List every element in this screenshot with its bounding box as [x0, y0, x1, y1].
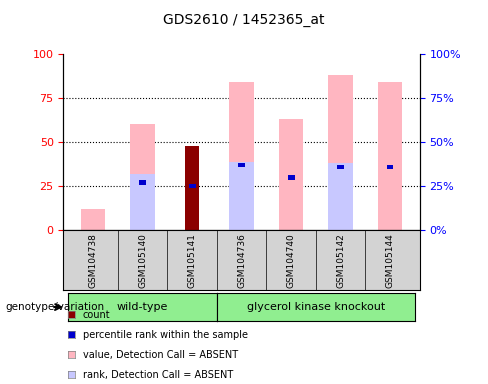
Text: GSM104736: GSM104736	[237, 233, 246, 288]
Text: value, Detection Call = ABSENT: value, Detection Call = ABSENT	[82, 350, 238, 360]
Text: GSM104738: GSM104738	[89, 233, 98, 288]
Text: GSM105144: GSM105144	[386, 233, 394, 288]
Bar	[378, 82, 403, 230]
Text: GSM105141: GSM105141	[187, 233, 197, 288]
Bar	[139, 180, 146, 185]
Text: genotype/variation: genotype/variation	[5, 302, 104, 312]
Bar	[189, 184, 196, 189]
Bar	[130, 124, 155, 230]
Bar	[328, 75, 353, 230]
Bar	[279, 119, 304, 230]
Text: percentile rank within the sample: percentile rank within the sample	[82, 330, 247, 340]
Bar	[386, 165, 393, 169]
Text: GSM105140: GSM105140	[138, 233, 147, 288]
Bar	[185, 146, 199, 230]
Bar	[130, 174, 155, 230]
Bar	[328, 163, 353, 230]
Bar	[238, 163, 245, 167]
Bar	[229, 162, 254, 230]
Text: glycerol kinase knockout: glycerol kinase knockout	[246, 302, 385, 312]
Bar	[229, 82, 254, 230]
Bar	[287, 175, 294, 180]
Text: rank, Detection Call = ABSENT: rank, Detection Call = ABSENT	[82, 370, 233, 380]
Bar	[81, 209, 105, 230]
Bar	[337, 165, 344, 169]
Text: count: count	[82, 310, 110, 320]
Text: wild-type: wild-type	[117, 302, 168, 312]
Text: GSM104740: GSM104740	[286, 233, 296, 288]
Text: GDS2610 / 1452365_at: GDS2610 / 1452365_at	[163, 13, 325, 27]
Text: GSM105142: GSM105142	[336, 233, 345, 288]
